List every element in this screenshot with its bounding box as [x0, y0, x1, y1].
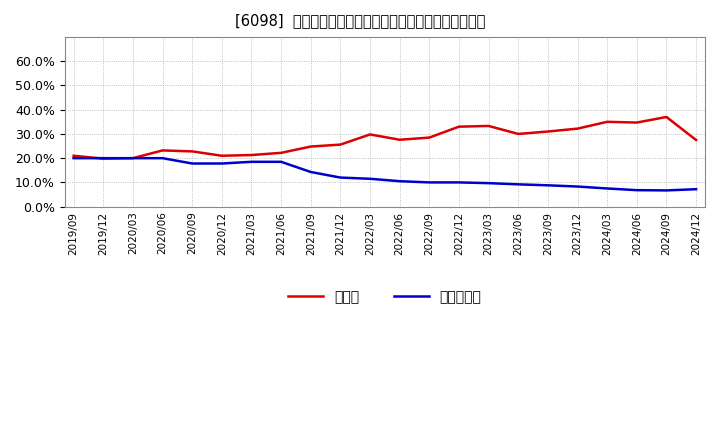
有利子負債 [454, 180, 463, 185]
有利子負債 [573, 184, 582, 189]
有利子負債 [395, 179, 404, 184]
有利子負債 [129, 155, 138, 161]
有利子負債 [485, 180, 493, 186]
現預金 [514, 131, 523, 136]
現預金 [366, 132, 374, 137]
現預金 [425, 135, 433, 140]
有利子負債 [336, 175, 345, 180]
現預金 [603, 119, 611, 125]
有利子負債 [247, 159, 256, 165]
有利子負債 [158, 155, 167, 161]
有利子負債 [692, 187, 701, 192]
現預金 [158, 148, 167, 153]
有利子負債 [662, 188, 671, 193]
Line: 有利子負債: 有利子負債 [73, 158, 696, 191]
有利子負債 [188, 161, 197, 166]
現預金 [544, 129, 552, 134]
有利子負債 [99, 155, 107, 161]
Line: 現預金: 現預金 [73, 117, 696, 159]
有利子負債 [544, 183, 552, 188]
現預金 [69, 153, 78, 158]
有利子負債 [217, 161, 226, 166]
現預金 [99, 156, 107, 161]
有利子負債 [425, 180, 433, 185]
Text: [6098]  現預金、有利子負債の総資産に対する比率の推移: [6098] 現預金、有利子負債の総資産に対する比率の推移 [235, 13, 485, 28]
現預金 [188, 149, 197, 154]
現預金 [307, 144, 315, 149]
現預金 [217, 153, 226, 158]
有利子負債 [69, 155, 78, 161]
有利子負債 [366, 176, 374, 181]
有利子負債 [514, 182, 523, 187]
現預金 [632, 120, 641, 125]
Legend: 現預金, 有利子負債: 現預金, 有利子負債 [283, 285, 487, 310]
現預金 [692, 137, 701, 143]
有利子負債 [307, 169, 315, 175]
現預金 [573, 126, 582, 131]
現預金 [247, 152, 256, 158]
現預金 [485, 123, 493, 128]
現預金 [662, 114, 671, 120]
現預金 [276, 150, 285, 155]
有利子負債 [632, 187, 641, 193]
現預金 [129, 155, 138, 161]
現預金 [395, 137, 404, 143]
有利子負債 [276, 159, 285, 165]
有利子負債 [603, 186, 611, 191]
現預金 [454, 124, 463, 129]
現預金 [336, 142, 345, 147]
